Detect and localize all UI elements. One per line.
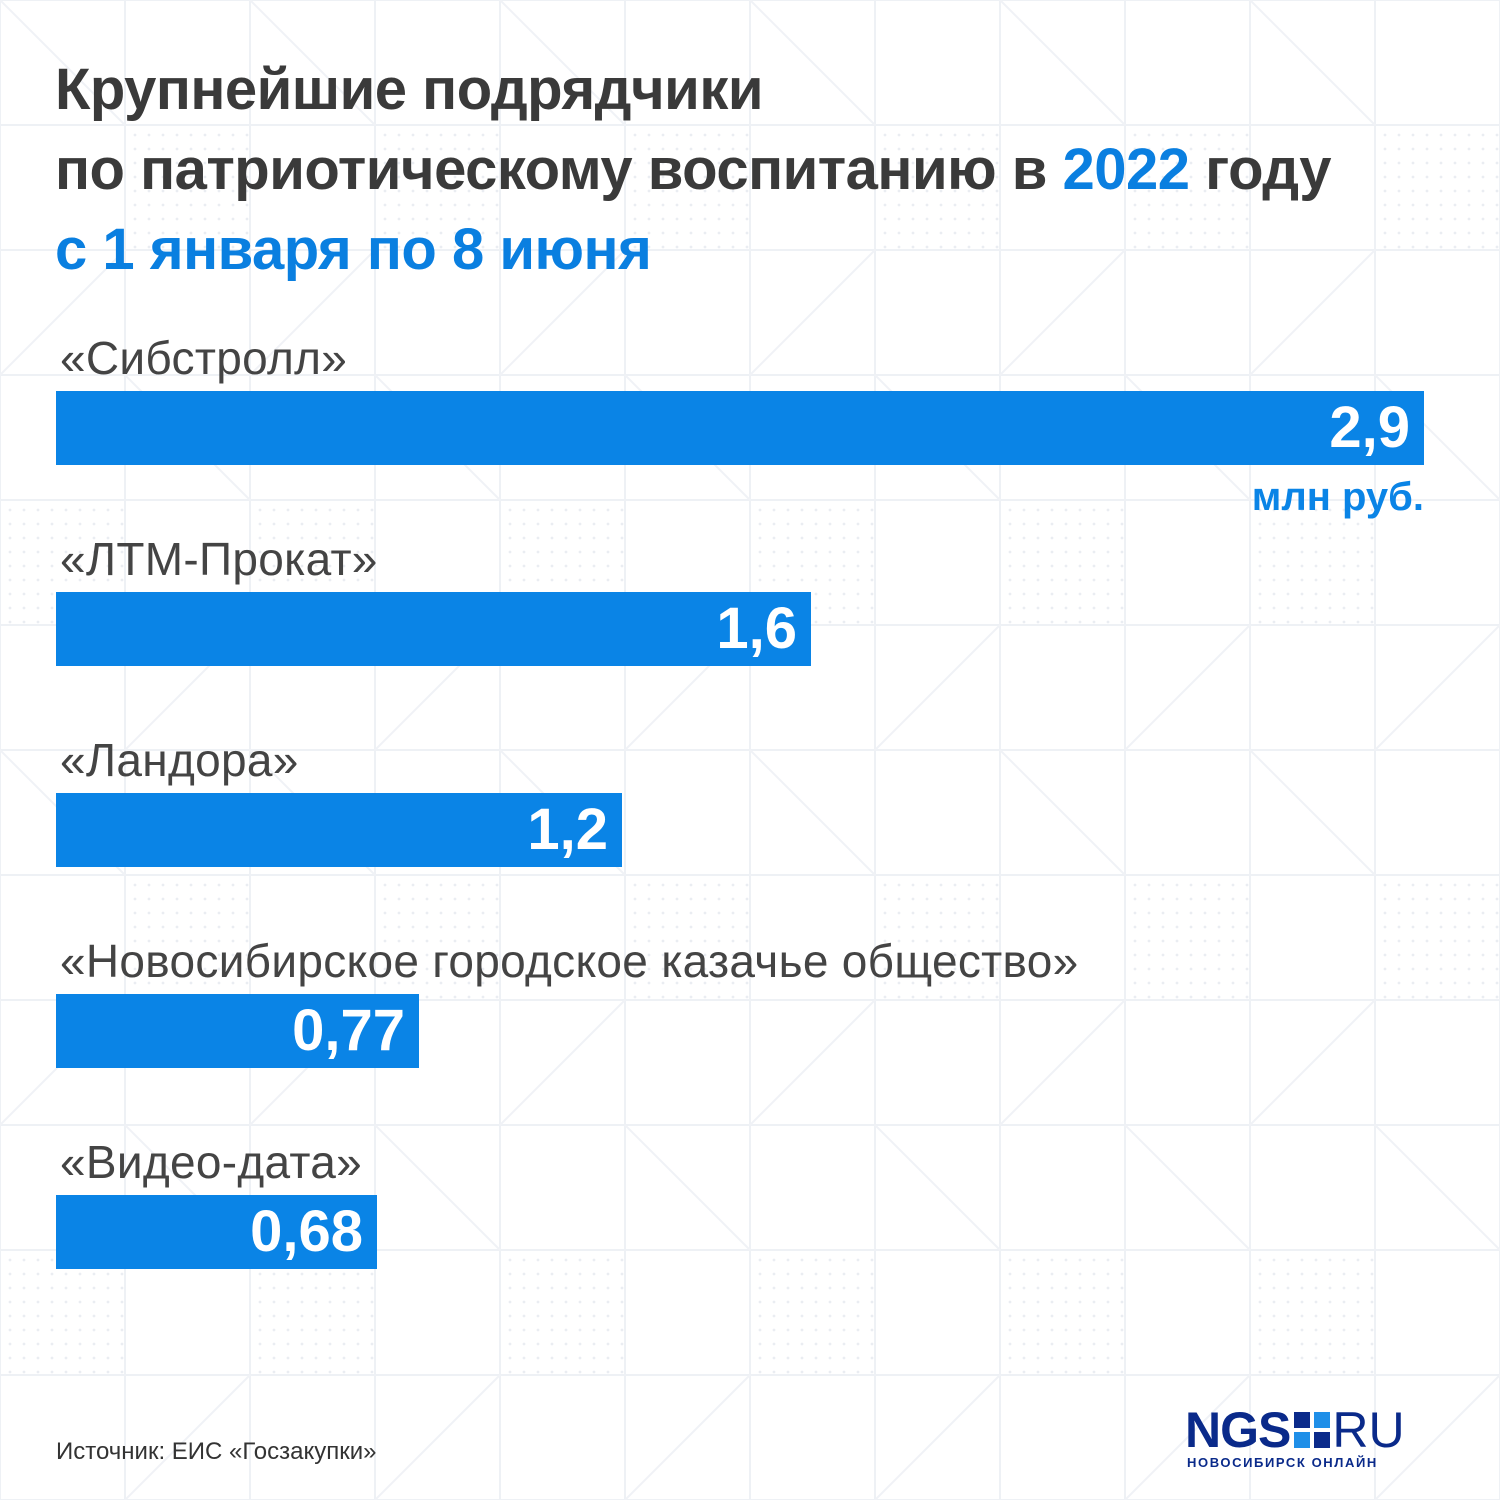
bar-row: «Сибстролл» 2,9 млн руб. [56, 330, 1456, 531]
source-note: Источник: ЕИС «Госзакупки» [56, 1438, 377, 1465]
bar-value-label: 0,68 [250, 1199, 363, 1264]
bar-row: «Новосибирское городское казачье обществ… [56, 933, 1456, 1134]
logo-wordmark: NGS RU [1185, 1405, 1405, 1455]
title-line-2-end: году [1189, 137, 1332, 202]
bar-value-label: 1,2 [527, 797, 608, 862]
bar: 1,2 [56, 793, 622, 867]
bar: 2,9 [56, 391, 1424, 465]
bar-label: «Видео-дата» [60, 1136, 363, 1188]
bar-row: «ЛТМ-Прокат» 1,6 [56, 531, 1456, 732]
bar: 1,6 [56, 592, 811, 666]
bar-chart: «Сибстролл» 2,9 млн руб. «ЛТМ-Прокат» 1,6 «Ла… [56, 330, 1456, 1290]
four-square-logo-icon [1294, 1412, 1331, 1448]
bar-value-label: 1,6 [716, 596, 797, 661]
logo-ru-text: RU [1332, 1402, 1405, 1458]
chart-subtitle: с 1 января по 8 июня [55, 217, 652, 282]
unit-label: млн руб. [1251, 475, 1424, 519]
title-line-2-text: по патриотическому воспитанию в [55, 137, 1063, 202]
bar: 0,68 [56, 1195, 377, 1269]
bar-label: «Сибстролл» [60, 332, 348, 384]
logo-subtitle: НОВОСИБИРСК ОНЛАЙН [1187, 1455, 1378, 1470]
bar-row: «Ландора» 1,2 [56, 732, 1456, 933]
bar-value-label: 2,9 [1329, 395, 1410, 460]
ngs-logo: NGS RU НОВОСИБИРСК ОНЛАЙН [1185, 1405, 1465, 1475]
logo-ngs-text: NGS [1185, 1402, 1291, 1458]
title-line-2: по патриотическому воспитанию в 2022 год… [55, 130, 1332, 210]
bar-value-label: 0,77 [292, 998, 405, 1063]
bar-label: «ЛТМ-Прокат» [60, 533, 378, 585]
title-line-1: Крупнейшие подрядчики [55, 57, 764, 122]
bar-label: «Новосибирское городское казачье обществ… [60, 935, 1079, 987]
bar-row: «Видео-дата» 0,68 [56, 1134, 1456, 1335]
bar: 0,77 [56, 994, 419, 1068]
bar-label: «Ландора» [60, 734, 299, 786]
chart-title: Крупнейшие подрядчики по патриотическому… [55, 50, 1332, 290]
title-year: 2022 [1062, 137, 1191, 202]
